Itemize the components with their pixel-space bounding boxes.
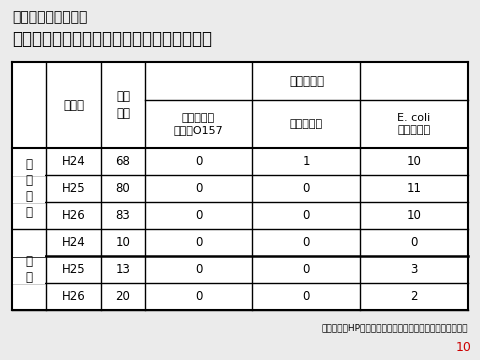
Text: H25: H25 — [62, 182, 85, 195]
Text: 0: 0 — [195, 155, 202, 168]
Text: か
い
わ
れ: か い わ れ — [25, 158, 33, 219]
Text: 10: 10 — [116, 236, 131, 249]
Text: 0: 0 — [302, 290, 310, 303]
Text: E. coli
（指標菌）: E. coli （指標菌） — [397, 113, 431, 135]
Text: 1: 1 — [302, 155, 310, 168]
Text: 80: 80 — [116, 182, 131, 195]
Text: 11: 11 — [407, 182, 421, 195]
Text: 10: 10 — [407, 209, 421, 222]
Text: 20: 20 — [116, 290, 131, 303]
Text: 0: 0 — [195, 263, 202, 276]
Text: 腸管出血性
大腸菌O157: 腸管出血性 大腸菌O157 — [174, 113, 223, 135]
Text: H26: H26 — [61, 209, 85, 222]
Text: 0: 0 — [302, 182, 310, 195]
Bar — [13, 174, 45, 176]
Bar — [12, 62, 468, 310]
Text: 2: 2 — [410, 290, 418, 303]
Text: 0: 0 — [195, 182, 202, 195]
Text: 10: 10 — [456, 341, 472, 354]
Bar — [13, 255, 45, 257]
Bar — [13, 282, 45, 284]
Text: スプラウトの汚染実態調査の結果（小売店）: スプラウトの汚染実態調査の結果（小売店） — [12, 30, 212, 48]
Text: サルモネラ: サルモネラ — [289, 119, 323, 129]
Text: 10: 10 — [407, 155, 421, 168]
Text: 0: 0 — [302, 236, 310, 249]
Text: 0: 0 — [410, 236, 418, 249]
Text: H26: H26 — [61, 290, 85, 303]
Text: 0: 0 — [195, 209, 202, 222]
Text: 13: 13 — [116, 263, 131, 276]
Text: H25: H25 — [62, 263, 85, 276]
Text: 調査年: 調査年 — [63, 99, 84, 112]
Text: 豆
苗: 豆 苗 — [25, 255, 33, 284]
Text: 68: 68 — [116, 155, 131, 168]
Bar — [13, 201, 45, 203]
Text: 菌検出点数: 菌検出点数 — [289, 75, 324, 87]
Text: H24: H24 — [61, 236, 85, 249]
Text: 厚生労働省HP「食品中の食中毒菌汚染実態調査」より抜粋: 厚生労働省HP「食品中の食中毒菌汚染実態調査」より抜粋 — [322, 323, 468, 332]
Text: 調査
点数: 調査 点数 — [116, 90, 130, 120]
Text: 0: 0 — [195, 236, 202, 249]
Text: 83: 83 — [116, 209, 131, 222]
Text: 0: 0 — [302, 263, 310, 276]
Text: H24: H24 — [61, 155, 85, 168]
Text: 3: 3 — [410, 263, 418, 276]
Text: 0: 0 — [195, 290, 202, 303]
Text: 【参考】厚生労働省: 【参考】厚生労働省 — [12, 10, 87, 24]
Text: 0: 0 — [302, 209, 310, 222]
